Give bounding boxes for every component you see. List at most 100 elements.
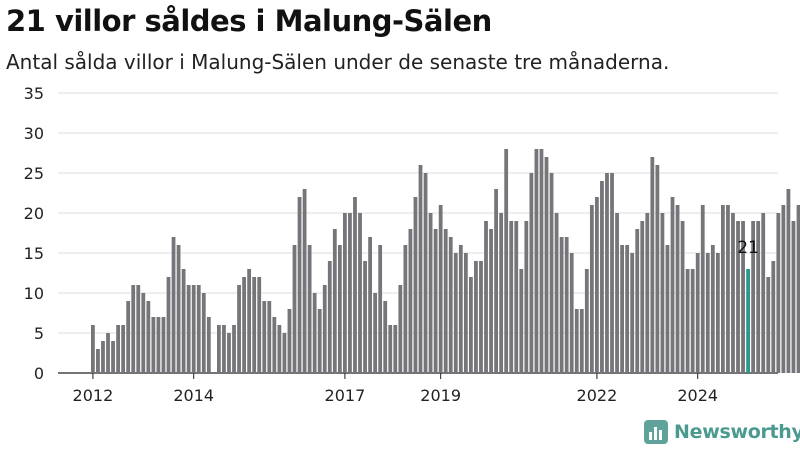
bar (640, 221, 645, 373)
bar (307, 245, 312, 373)
bar (786, 189, 791, 373)
bar (615, 213, 619, 373)
bar (166, 277, 171, 373)
bar (600, 181, 604, 373)
bar (665, 245, 670, 373)
bar (715, 253, 720, 373)
y-tick-label: 5 (34, 324, 44, 343)
bar (257, 277, 262, 373)
data-labels: 21 (737, 238, 759, 258)
newsworthy-logo-icon (644, 420, 668, 444)
bar (529, 173, 534, 373)
bar (564, 237, 569, 373)
bar (131, 285, 136, 373)
bar (751, 221, 756, 373)
bar (494, 189, 498, 373)
bar (373, 293, 378, 373)
y-tick-label: 35 (24, 84, 44, 103)
bar (413, 197, 418, 373)
chart-title: 21 villor såldes i Malung-Sälen (6, 4, 492, 38)
bar (141, 293, 146, 373)
x-axis-ticks: 2012 2014 2017 2019 2022 2024 (73, 373, 718, 405)
bar (579, 309, 584, 373)
bar (312, 293, 317, 373)
x-tick-label: 2019 (420, 386, 461, 405)
bar (630, 253, 635, 373)
bar (474, 261, 478, 373)
bar (121, 325, 126, 373)
bar (554, 213, 559, 373)
bar (544, 157, 549, 373)
x-tick-label: 2014 (173, 386, 214, 405)
bar (242, 277, 246, 373)
bar (176, 245, 181, 373)
bar (106, 333, 110, 373)
chart-subtitle: Antal sålda villor i Malung-Sälen under … (6, 50, 670, 74)
bar (348, 213, 352, 373)
bar (388, 325, 393, 373)
bar (146, 301, 151, 373)
bar (116, 325, 120, 373)
bar (358, 213, 362, 373)
bar (761, 213, 766, 373)
bar (101, 341, 105, 373)
bar (524, 221, 529, 373)
bar (781, 205, 786, 373)
bar (741, 221, 745, 373)
x-tick-label: 2017 (325, 386, 366, 405)
y-tick-label: 20 (24, 204, 44, 223)
bar (302, 189, 307, 373)
bar (438, 205, 443, 373)
bar (443, 229, 448, 373)
bar (111, 341, 115, 373)
bar (574, 309, 579, 373)
bar (705, 253, 710, 373)
bar (337, 245, 342, 373)
bar (272, 317, 277, 373)
bar (282, 333, 287, 373)
bar (368, 237, 372, 373)
bar (383, 301, 388, 373)
bar (680, 221, 685, 373)
bar (428, 213, 433, 373)
bar (453, 253, 458, 373)
bar (448, 237, 453, 373)
bar (217, 325, 221, 373)
bar (378, 245, 383, 373)
bar (559, 237, 564, 373)
bar (509, 221, 514, 373)
bar (206, 317, 211, 373)
bar (398, 285, 403, 373)
bar (771, 261, 776, 373)
bar (403, 245, 408, 373)
brand-name: Newsworthy (674, 421, 800, 443)
bar (690, 269, 695, 373)
bars (91, 149, 800, 373)
bar (181, 269, 186, 373)
x-tick-label: 2022 (577, 386, 618, 405)
bar (353, 197, 357, 373)
bar (489, 229, 493, 373)
bar (595, 197, 599, 373)
y-tick-label: 25 (24, 164, 44, 183)
bar (196, 285, 201, 373)
bar (418, 165, 423, 373)
bar (292, 245, 297, 373)
bar (232, 325, 236, 373)
bar (363, 261, 367, 373)
bar (287, 309, 292, 373)
bar (514, 221, 519, 373)
bar (610, 173, 614, 373)
bar (151, 317, 156, 373)
bar (458, 245, 463, 373)
bar (247, 269, 252, 373)
bar (191, 285, 196, 373)
bar (726, 205, 730, 373)
bar (423, 173, 428, 373)
bar (721, 205, 725, 373)
bar (227, 333, 231, 373)
bar (635, 229, 640, 373)
bar (327, 261, 332, 373)
bar (262, 301, 267, 373)
bar (645, 213, 650, 373)
